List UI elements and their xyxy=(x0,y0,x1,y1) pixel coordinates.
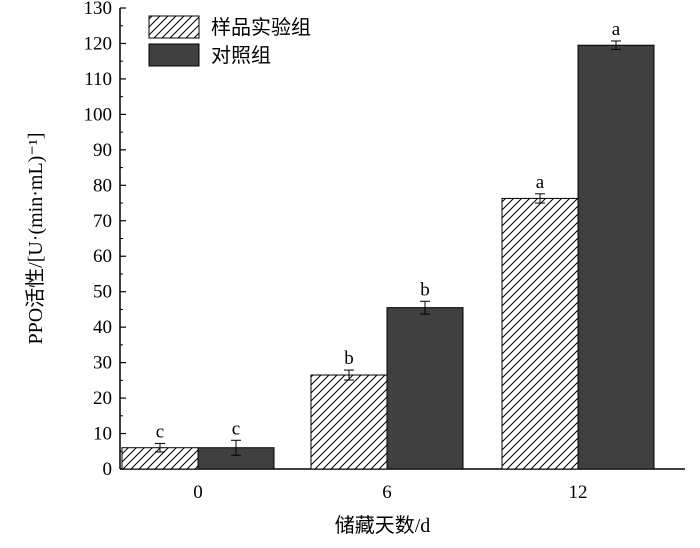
y-tick-label: 100 xyxy=(84,104,113,125)
x-tick-label: 12 xyxy=(569,482,588,503)
legend-label: 对照组 xyxy=(211,43,271,67)
y-tick-label: 40 xyxy=(93,317,112,338)
y-tick-label: 10 xyxy=(93,424,112,445)
significance-label: c xyxy=(232,418,240,439)
legend-label: 样品实验组 xyxy=(211,15,311,39)
legend-swatch xyxy=(148,15,200,39)
bar xyxy=(501,197,579,470)
x-axis-title: 储藏天数/d xyxy=(335,514,431,537)
significance-label: b xyxy=(420,279,430,300)
legend-swatch xyxy=(148,43,200,67)
y-axis-title: PPO活性/[U·(min·mL)⁻¹] xyxy=(24,132,47,344)
significance-label: c xyxy=(156,421,164,442)
y-tick-label: 30 xyxy=(93,353,112,374)
y-tick-label: 70 xyxy=(93,211,112,232)
significance-label: a xyxy=(612,19,621,40)
y-tick-label: 120 xyxy=(84,33,113,54)
y-tick-label: 0 xyxy=(103,459,113,480)
significance-label: a xyxy=(536,172,545,193)
bar xyxy=(310,374,388,470)
x-tick-label: 6 xyxy=(382,482,392,503)
y-tick-label: 80 xyxy=(93,175,112,196)
y-tick-label: 110 xyxy=(84,69,112,90)
bar xyxy=(577,44,655,470)
significance-label: b xyxy=(344,348,354,369)
x-tick-label: 0 xyxy=(193,482,203,503)
bar xyxy=(386,307,464,470)
y-tick-label: 130 xyxy=(84,0,113,19)
y-tick-label: 50 xyxy=(93,282,112,303)
y-tick-label: 20 xyxy=(93,388,112,409)
y-tick-label: 60 xyxy=(93,246,112,267)
y-tick-label: 90 xyxy=(93,140,112,161)
